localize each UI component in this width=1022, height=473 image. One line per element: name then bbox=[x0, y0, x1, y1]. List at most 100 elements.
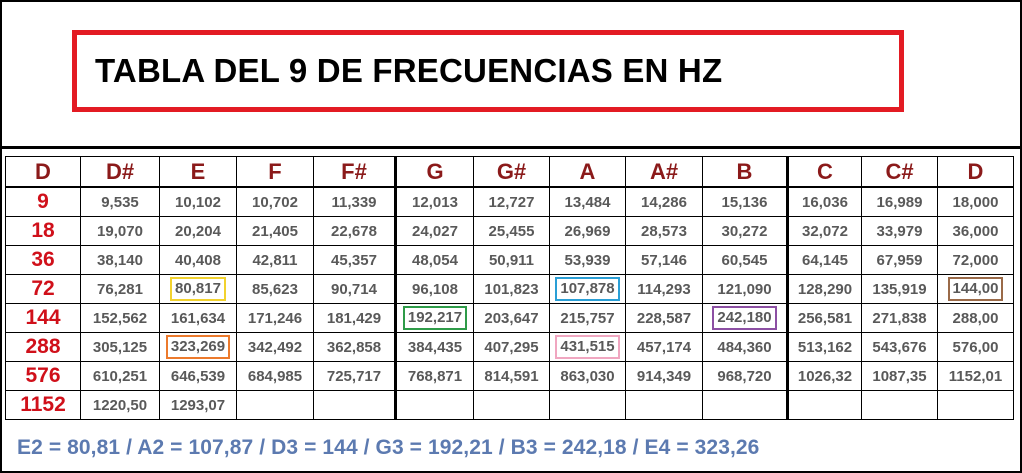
cell-value: 1087,35 bbox=[872, 367, 927, 385]
table-cell: 646,539 bbox=[159, 361, 237, 391]
table-cell: 305,125 bbox=[80, 332, 160, 362]
cell-value: 16,036 bbox=[802, 193, 848, 211]
table-cell: 725,717 bbox=[313, 361, 396, 391]
table-cell: 10,702 bbox=[236, 186, 314, 217]
column-header: A bbox=[549, 156, 626, 188]
table-cell: 863,030 bbox=[549, 361, 626, 391]
cell-value: 85,623 bbox=[252, 280, 298, 298]
header-row: D D# E F F# G G# A A# B C C# D bbox=[5, 156, 1014, 188]
table-cell: 40,408 bbox=[159, 245, 237, 275]
table-cell: 12,013 bbox=[394, 186, 474, 217]
cell-value: 19,070 bbox=[97, 222, 143, 240]
cell-value: 968,720 bbox=[717, 367, 772, 385]
cell-value: 57,146 bbox=[641, 251, 687, 269]
row-label: 72 bbox=[5, 274, 81, 304]
cell-value: 646,539 bbox=[170, 367, 226, 385]
cell-value: 10,702 bbox=[252, 193, 298, 211]
table-cell: 21,405 bbox=[236, 216, 314, 246]
table-cell: 128,290 bbox=[786, 274, 862, 304]
table-cell: 45,357 bbox=[313, 245, 396, 275]
cell-value: 203,647 bbox=[484, 309, 539, 327]
cell-value: 513,162 bbox=[797, 338, 853, 356]
table-cell: 24,027 bbox=[394, 216, 474, 246]
cell-value: 33,979 bbox=[876, 222, 923, 240]
table-cell: 457,174 bbox=[625, 332, 703, 362]
row-label: 576 bbox=[5, 361, 81, 391]
highlighted-cell: 431,515 bbox=[549, 332, 626, 362]
table-cell: 30,272 bbox=[702, 216, 788, 246]
cell-value: 215,757 bbox=[560, 309, 615, 327]
cell-value: 288,00 bbox=[952, 309, 999, 327]
cell-value: 305,125 bbox=[92, 338, 148, 356]
cell-value: 96,108 bbox=[412, 280, 458, 298]
table-row: 72 76,281 80,817 85,623 90,714 96,108 101,823 1… bbox=[5, 274, 1014, 304]
column-header: E bbox=[159, 156, 237, 188]
table-cell: 11,339 bbox=[313, 186, 396, 217]
table-cell: 20,204 bbox=[159, 216, 237, 246]
row-label-text: 288 bbox=[25, 335, 61, 358]
cell-value: 431,515 bbox=[555, 335, 620, 359]
table-cell: 814,591 bbox=[473, 361, 550, 391]
cell-value: 11,339 bbox=[331, 193, 377, 211]
footer-summary: E2 = 80,81 / A2 = 107,87 / D3 = 144 / G3… bbox=[17, 436, 760, 459]
cell-value: 1026,32 bbox=[797, 367, 853, 385]
cell-value: 1293,07 bbox=[170, 396, 226, 414]
cell-value: 342,492 bbox=[247, 338, 303, 356]
cell-value: 914,349 bbox=[636, 367, 692, 385]
cell-value: 21,405 bbox=[252, 222, 298, 240]
table-cell: 19,070 bbox=[80, 216, 160, 246]
table-cell: 203,647 bbox=[473, 303, 550, 333]
table-row: 288 305,125 323,269 342,492 362,858 384,435 40… bbox=[5, 332, 1014, 362]
row-label: 1152 bbox=[5, 390, 81, 420]
table-cell: 57,146 bbox=[625, 245, 703, 275]
cell-value: 42,811 bbox=[252, 251, 298, 269]
table-cell: 18,000 bbox=[937, 186, 1014, 217]
table-cell: 135,919 bbox=[861, 274, 938, 304]
cell-value: 20,204 bbox=[175, 222, 221, 240]
cell-value: 725,717 bbox=[326, 367, 382, 385]
cell-value: 67,959 bbox=[876, 251, 923, 269]
table-cell bbox=[236, 390, 314, 420]
table-cell bbox=[394, 390, 474, 420]
highlighted-cell: 144,00 bbox=[937, 274, 1014, 304]
cell-value: 9,535 bbox=[101, 193, 139, 211]
cell-value: 171,246 bbox=[247, 309, 303, 327]
table-cell: 64,145 bbox=[786, 245, 862, 275]
table-cell: 53,939 bbox=[549, 245, 626, 275]
table-cell: 76,281 bbox=[80, 274, 160, 304]
highlighted-cell: 323,269 bbox=[159, 332, 237, 362]
column-header: G bbox=[394, 156, 474, 188]
cell-value: 192,217 bbox=[402, 306, 468, 330]
table-cell: 10,102 bbox=[159, 186, 237, 217]
cell-value: 60,545 bbox=[721, 251, 768, 269]
table-cell: 72,000 bbox=[937, 245, 1014, 275]
table-row: 36 38,140 40,408 42,811 45,357 48,054 50,911 53… bbox=[5, 245, 1014, 275]
cell-value: 484,360 bbox=[717, 338, 772, 356]
table-cell bbox=[861, 390, 938, 420]
cell-value: 271,838 bbox=[872, 309, 927, 327]
highlighted-cell: 242,180 bbox=[702, 303, 788, 333]
table-cell: 407,295 bbox=[473, 332, 550, 362]
row-label: 9 bbox=[5, 186, 81, 217]
table-cell: 38,140 bbox=[80, 245, 160, 275]
table-cell: 22,678 bbox=[313, 216, 396, 246]
row-label-text: 9 bbox=[37, 190, 49, 213]
table-cell: 543,676 bbox=[861, 332, 938, 362]
column-header: D# bbox=[80, 156, 160, 188]
column-header: D bbox=[5, 156, 81, 188]
cell-value: 48,054 bbox=[412, 251, 458, 269]
table-cell: 1026,32 bbox=[786, 361, 862, 391]
section-divider bbox=[0, 146, 1022, 149]
table-cell: 181,429 bbox=[313, 303, 396, 333]
table-cell: 610,251 bbox=[80, 361, 160, 391]
cell-value: 384,435 bbox=[407, 338, 463, 356]
highlighted-cell: 107,878 bbox=[549, 274, 626, 304]
cell-value: 90,714 bbox=[331, 280, 377, 298]
table-row: 576 610,251 646,539 684,985 725,717 768,871 81… bbox=[5, 361, 1014, 391]
cell-value: 228,587 bbox=[636, 309, 692, 327]
table-cell: 36,000 bbox=[937, 216, 1014, 246]
cell-value: 72,000 bbox=[952, 251, 999, 269]
cell-value: 12,013 bbox=[412, 193, 458, 211]
row-label-text: 576 bbox=[25, 364, 61, 387]
